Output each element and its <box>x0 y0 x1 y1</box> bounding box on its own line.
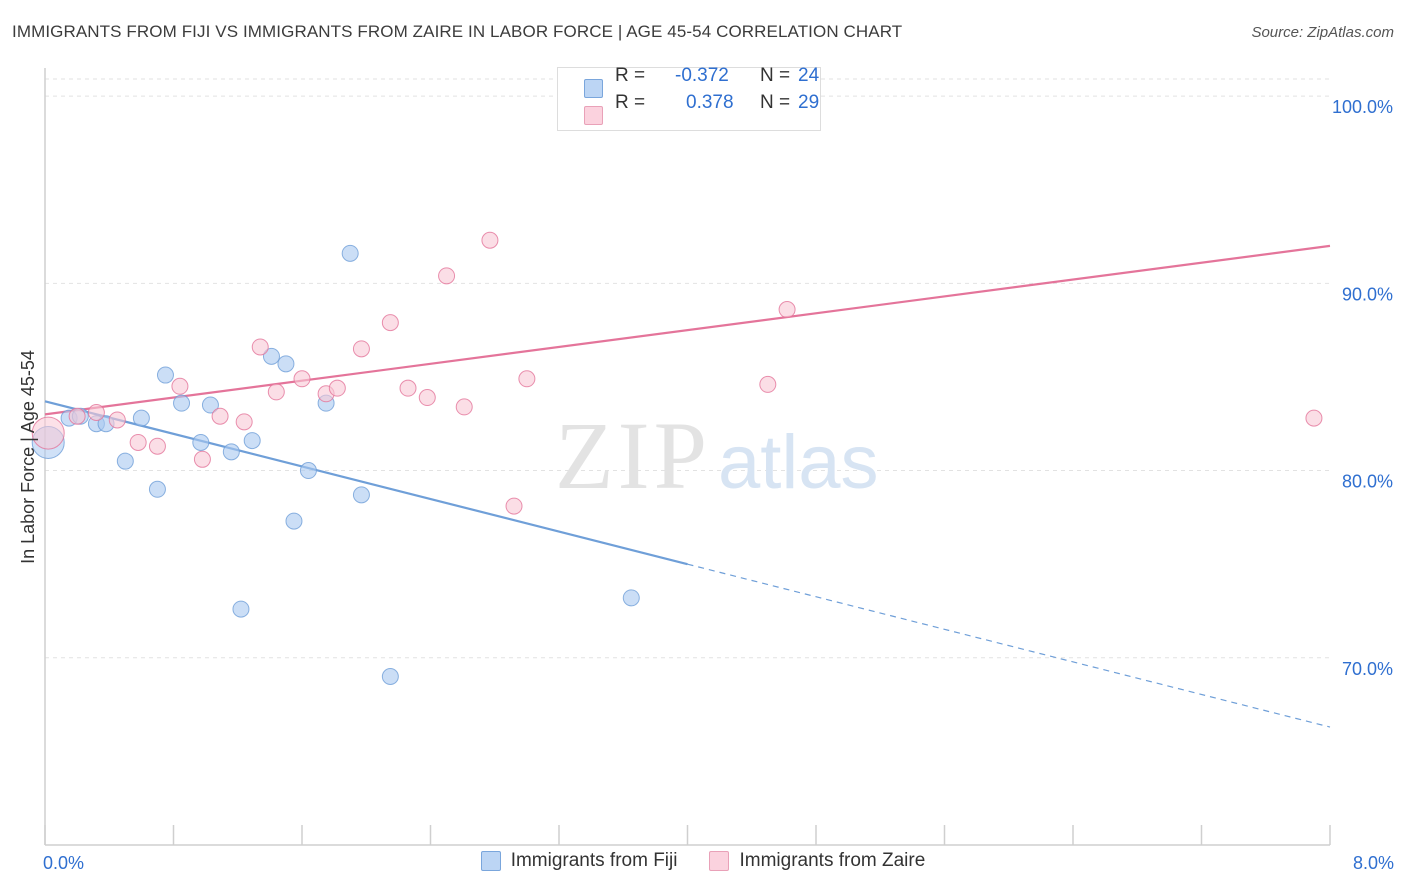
data-point-zaire <box>418 389 436 407</box>
y-tick-label: 100.0% <box>1332 97 1393 117</box>
watermark: ZIP atlas <box>555 402 879 509</box>
data-point-zaire <box>481 231 499 249</box>
data-point-zaire <box>235 413 253 431</box>
y-tick-label: 80.0% <box>1342 472 1393 492</box>
stats-n-label: N = <box>760 65 791 86</box>
legend-item-zaire[interactable]: Immigrants from Zaire <box>709 850 925 872</box>
chart-legend: Immigrants from Fiji Immigrants from Zai… <box>0 850 1406 872</box>
data-point-zaire <box>759 375 777 393</box>
data-point-zaire <box>171 377 189 395</box>
data-point-fiji <box>156 366 174 384</box>
watermark-zip: ZIP <box>555 402 711 509</box>
data-point-fiji <box>116 452 134 470</box>
data-point-zaire <box>352 340 370 358</box>
data-point-zaire <box>778 301 796 319</box>
trend-line-zaire <box>44 244 1331 416</box>
data-point-zaire <box>267 383 285 401</box>
data-points <box>31 87 1323 685</box>
data-point-fiji <box>352 486 370 504</box>
stats-n-value: 24 <box>798 65 820 86</box>
data-point-zaire <box>108 411 126 429</box>
data-point-fiji <box>262 347 280 365</box>
correlation-stats-box: R = -0.372 N = 24 R = 0.378 N = 29 <box>557 65 821 131</box>
data-point-zaire <box>87 404 105 422</box>
data-point-fiji <box>232 600 250 618</box>
stats-r-value: 0.378 <box>686 92 734 113</box>
data-point-fiji <box>173 394 191 412</box>
grid-lines <box>45 78 1330 659</box>
data-point-zaire <box>518 370 536 388</box>
data-point-zaire <box>293 370 311 388</box>
y-tick-label: 70.0% <box>1342 659 1393 679</box>
data-point-zaire <box>399 379 417 397</box>
chart-title: IMMIGRANTS FROM FIJI VS IMMIGRANTS FROM … <box>12 22 903 41</box>
stats-r-label: R = <box>615 65 646 86</box>
data-point-zaire <box>381 314 399 332</box>
data-point-fiji <box>192 433 210 451</box>
data-point-fiji <box>222 443 240 461</box>
x-ticks <box>44 825 1331 845</box>
data-point-fiji <box>148 480 166 498</box>
data-point-zaire <box>31 416 65 450</box>
stats-r-label: R = <box>615 92 646 113</box>
stats-swatch-zaire <box>584 106 603 125</box>
x-tick-label-min: 0.0% <box>43 853 84 873</box>
data-point-fiji <box>622 589 640 607</box>
data-point-fiji <box>277 355 295 373</box>
y-axis-label: In Labor Force | Age 45-54 <box>18 350 38 564</box>
y-tick-labels: 70.0% 80.0% 90.0% 100.0% <box>1332 97 1393 679</box>
data-point-zaire <box>68 407 86 425</box>
data-point-fiji <box>132 409 150 427</box>
data-point-fiji <box>285 512 303 530</box>
data-point-fiji <box>299 462 317 480</box>
source-label: Source: ZipAtlas.com <box>1251 24 1394 41</box>
x-tick-label-max: 8.0% <box>1353 853 1394 873</box>
data-point-zaire <box>1305 409 1323 427</box>
data-point-zaire <box>129 433 147 451</box>
data-point-fiji <box>341 244 359 262</box>
stats-n-value: 29 <box>798 92 820 113</box>
trend-lines <box>44 244 1331 728</box>
data-point-zaire <box>505 497 523 515</box>
legend-item-fiji[interactable]: Immigrants from Fiji <box>480 850 678 872</box>
trend-line-fiji-extrapolated <box>687 563 1331 728</box>
stats-swatch-fiji <box>584 79 603 98</box>
watermark-atlas: atlas <box>718 420 879 505</box>
data-point-zaire <box>251 338 269 356</box>
legend-swatch-fiji <box>480 851 501 871</box>
data-point-zaire <box>328 379 346 397</box>
data-point-fiji <box>243 432 261 450</box>
legend-label-zaire: Immigrants from Zaire <box>739 850 926 871</box>
data-point-zaire <box>211 407 229 425</box>
data-point-zaire <box>193 450 211 468</box>
trend-line-fiji <box>44 400 688 566</box>
data-point-fiji <box>381 667 399 685</box>
legend-swatch-zaire <box>709 851 730 871</box>
data-point-fiji <box>201 396 219 414</box>
legend-label-fiji: Immigrants from Fiji <box>510 850 678 871</box>
stats-r-value: -0.372 <box>675 65 729 86</box>
y-tick-label: 90.0% <box>1342 284 1393 304</box>
stats-n-label: N = <box>760 92 791 113</box>
data-point-zaire <box>148 437 166 455</box>
data-point-zaire <box>438 267 456 285</box>
data-point-zaire <box>455 398 473 416</box>
